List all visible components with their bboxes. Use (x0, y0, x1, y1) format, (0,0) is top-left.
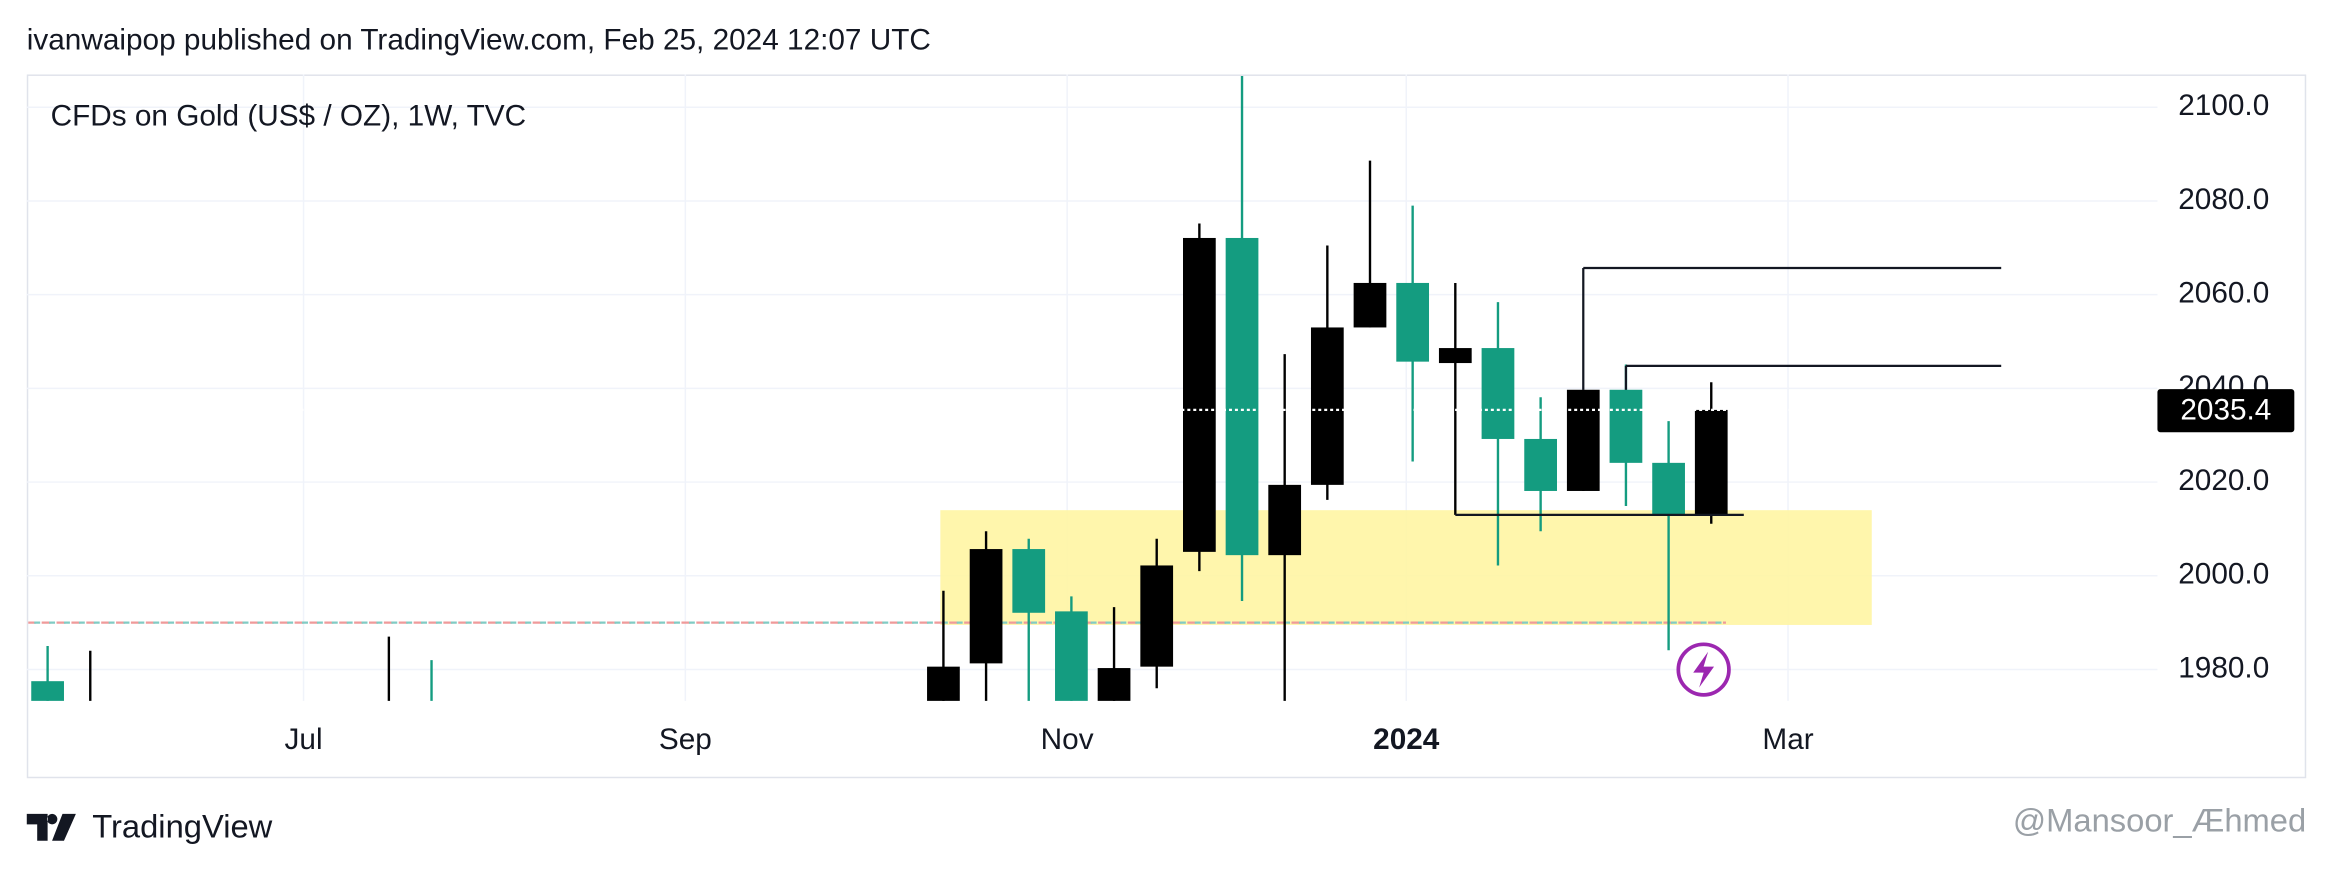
candle-body (1652, 462, 1685, 515)
y-tick-label: 2000.0 (2178, 558, 2269, 591)
tradingview-logo (26, 813, 76, 841)
candle-body (1694, 409, 1728, 515)
price-zone (940, 510, 1872, 625)
price-label-box (2157, 389, 2295, 433)
chart-frame (26, 74, 2307, 779)
candle-body (1183, 237, 1216, 552)
y-tick-label: 2100.0 (2178, 89, 2269, 122)
x-tick-label: Nov (1041, 723, 1094, 756)
candle-body (1353, 282, 1387, 328)
candle-body (927, 666, 960, 701)
candle-body (415, 716, 448, 753)
candle-body (1524, 438, 1557, 491)
grid (26, 74, 2158, 701)
candle-body (1310, 327, 1344, 485)
y-tick-label: 1980.0 (2178, 651, 2269, 684)
candle-body (1396, 282, 1430, 362)
x-tick-label: Jul (285, 723, 323, 756)
chart-title: CFDs on Gold (US$ / OZ), 1W, TVC (51, 99, 527, 132)
candle-body (373, 716, 406, 753)
candle-body (1055, 611, 1088, 701)
x-tick-label: Mar (1762, 723, 1813, 756)
watermark: @Mansoor_Æhmed (2013, 802, 2306, 839)
candle-body (1566, 389, 1600, 491)
candle-body (1012, 549, 1046, 613)
candle-body (969, 549, 1003, 664)
y-tick-label: 2060.0 (2178, 277, 2269, 310)
candle-body (31, 681, 64, 701)
candle-body (74, 716, 107, 753)
candle-body (1438, 348, 1472, 364)
candle-body (1609, 389, 1643, 463)
candle-body (1140, 565, 1174, 667)
y-tick-label: 2080.0 (2178, 183, 2269, 216)
candle-body (1097, 668, 1131, 701)
publish-header: ivanwaipop published on TradingView.com,… (27, 24, 931, 57)
candle-body (1225, 237, 1259, 556)
x-tick-label: 2024 (1373, 723, 1440, 756)
price-label: 2035.4 (2180, 393, 2271, 426)
candle-body (1481, 348, 1515, 439)
brand-name: TradingView (92, 807, 272, 844)
plot-area (28, 75, 2158, 753)
candle-body (1268, 484, 1302, 556)
axes: 1980.02000.02020.02040.02060.02080.02100… (285, 89, 2295, 756)
alert-icon (1676, 642, 1731, 697)
x-tick-label: Sep (659, 723, 712, 756)
y-tick-label: 2020.0 (2178, 464, 2269, 497)
